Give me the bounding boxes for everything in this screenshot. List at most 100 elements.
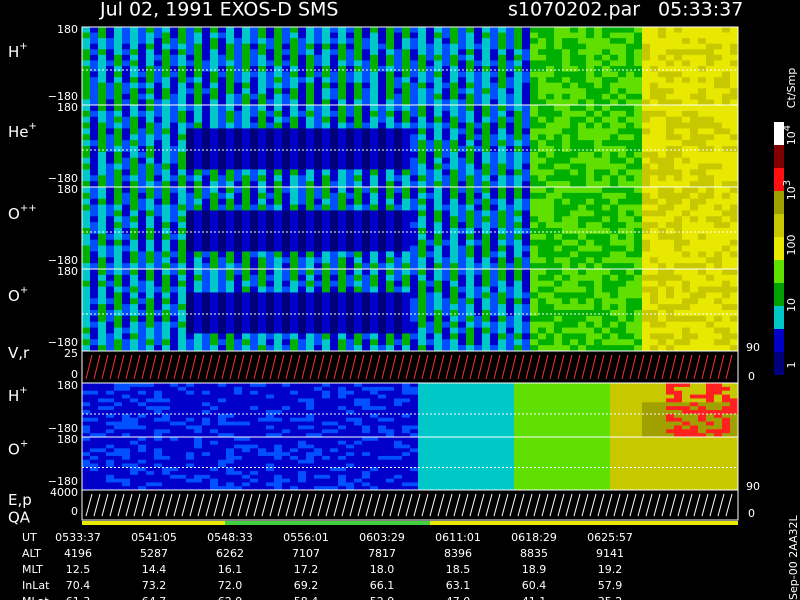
pixel: [274, 38, 283, 45]
pixel: [106, 82, 115, 89]
pixel: [450, 110, 459, 118]
pixel: [202, 204, 211, 211]
pixel: [154, 298, 163, 305]
pixel: [442, 345, 451, 352]
pixel: [122, 105, 131, 112]
pixel: [90, 49, 99, 56]
pixel: [530, 333, 539, 340]
pixel: [370, 146, 379, 153]
pixel: [234, 394, 243, 399]
pixel: [402, 27, 411, 34]
pixel: [234, 398, 243, 403]
pixel: [626, 304, 635, 311]
pixel: [370, 263, 379, 270]
pixel: [410, 286, 419, 293]
pixel: [546, 286, 555, 293]
pixel: [186, 38, 195, 45]
pixel: [586, 222, 595, 229]
pixel: [594, 163, 603, 170]
pixel: [458, 192, 467, 200]
pixel: [146, 425, 155, 430]
pixel: [290, 269, 299, 276]
pixel: [482, 315, 491, 323]
pixel: [714, 43, 723, 50]
pixel: [162, 222, 171, 229]
pixel: [482, 110, 491, 118]
pixel: [162, 140, 171, 147]
pixel: [138, 110, 147, 118]
pixel: [346, 169, 355, 176]
pixel: [98, 280, 107, 288]
pixel: [466, 345, 475, 352]
pixel: [506, 60, 515, 67]
pixel: [90, 27, 99, 34]
pixel: [210, 233, 219, 241]
pixel: [482, 77, 491, 84]
pixel: [442, 315, 451, 323]
pixel: [506, 122, 515, 129]
pixel: [378, 286, 387, 293]
pixel: [234, 251, 243, 258]
pixel: [586, 71, 595, 78]
pixel: [530, 345, 539, 352]
pixel: [106, 390, 115, 396]
pixel: [234, 406, 243, 411]
pixel: [82, 228, 91, 235]
pixel: [98, 49, 107, 56]
pixel: [530, 49, 539, 56]
pixel: [306, 233, 315, 241]
pixel: [154, 32, 163, 39]
pixel: [298, 192, 307, 200]
pixel: [682, 60, 691, 67]
pixel: [186, 321, 195, 329]
pixel: [586, 105, 595, 112]
pixel: [706, 280, 715, 288]
pixel: [586, 181, 595, 188]
pixel: [370, 151, 379, 159]
pixel: [618, 333, 627, 340]
pixel: [178, 122, 187, 129]
pixel: [106, 233, 115, 241]
pixel: [258, 157, 267, 165]
pixel: [602, 122, 611, 129]
pixel: [330, 292, 339, 299]
pixel: [370, 192, 379, 200]
pixel: [386, 292, 395, 299]
pixel: [178, 339, 187, 346]
pixel: [170, 417, 179, 423]
pixel: [674, 54, 683, 61]
pixel: [490, 245, 499, 252]
pixel: [450, 60, 459, 67]
pixel: [618, 257, 627, 264]
pixel: [402, 157, 411, 165]
pixel: [570, 280, 579, 288]
pixel: [338, 175, 347, 182]
pixel: [322, 257, 331, 264]
pixel: [370, 110, 379, 118]
pixel: [170, 187, 179, 194]
pixel: [434, 327, 443, 334]
pixel: [226, 169, 235, 176]
pixel: [378, 66, 387, 73]
pixel: [338, 228, 347, 235]
pixel: [210, 345, 219, 352]
pixel: [114, 134, 123, 141]
pixel: [154, 169, 163, 176]
pixel: [418, 233, 427, 241]
pixel: [338, 146, 347, 153]
pixel: [626, 169, 635, 176]
pixel: [354, 43, 363, 50]
pixel: [354, 122, 363, 129]
pixel: [354, 66, 363, 73]
pixel: [154, 192, 163, 200]
pixel: [82, 269, 91, 276]
pixel: [650, 163, 659, 170]
pixel: [218, 315, 227, 323]
pixel: [642, 88, 651, 95]
pixel: [194, 245, 203, 252]
pixel: [578, 339, 587, 346]
pixel: [274, 222, 283, 229]
pixel: [674, 327, 683, 334]
pixel: [274, 134, 283, 141]
pixel: [498, 298, 507, 305]
